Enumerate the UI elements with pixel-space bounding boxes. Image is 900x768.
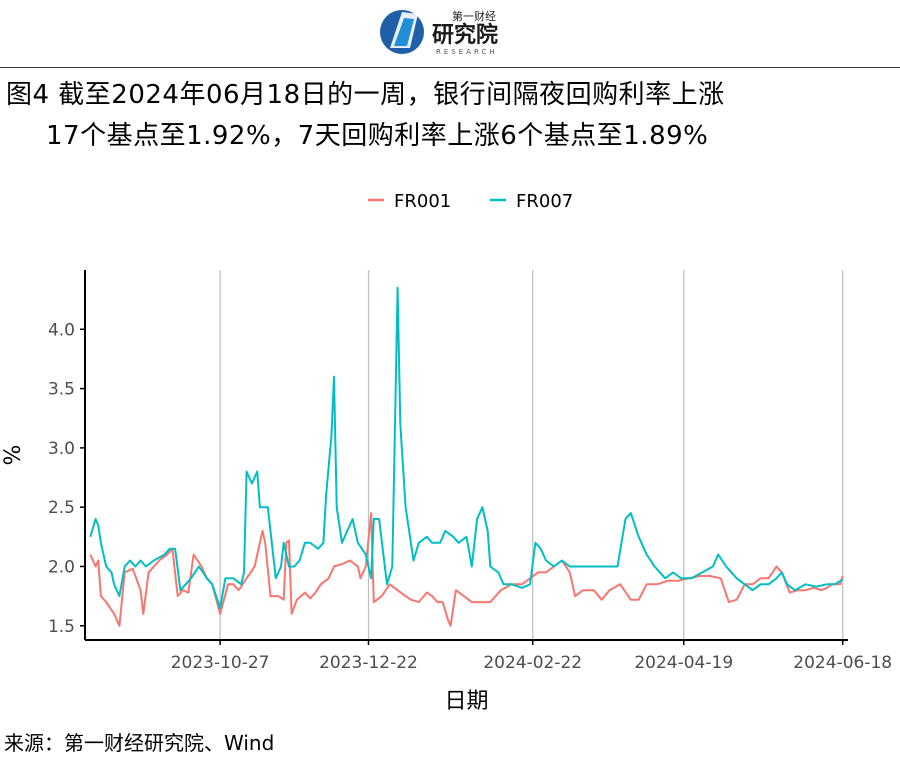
source-note: 来源：第一财经研究院、Wind (4, 731, 275, 755)
repo-rate-line-chart: 1.5 2.0 2.5 3.0 3.5 4.0 2023-10-27 2023-12-22 20… (1, 191, 892, 714)
y-axis-title: % (1, 445, 26, 466)
legend: FR001 FR007 (368, 191, 573, 212)
legend-label-fr001: FR001 (394, 191, 451, 212)
logo-brand-small: 第一财经 (452, 9, 496, 23)
figure-title-line-1: 图4 截至2024年06月18日的一周，银行间隔夜回购利率上涨 (6, 80, 725, 110)
x-tick-label-2: 2024-02-22 (483, 653, 582, 673)
y-tick-label-0: 1.5 (48, 617, 75, 637)
logo-sub: RESEARCH (436, 48, 498, 56)
legend-label-fr007: FR007 (516, 191, 573, 212)
x-tick-label-1: 2023-12-22 (319, 653, 418, 673)
research-institute-logo: 第一财经 研究院 RESEARCH (380, 4, 530, 60)
x-tick-label-4: 2024-06-18 (793, 653, 892, 673)
y-tick-label-1: 2.0 (48, 557, 75, 577)
figure-title-line-2: 17个基点至1.92%，7天回购利率上涨6个基点至1.89% (46, 121, 709, 151)
x-tick-label-0: 2023-10-27 (171, 653, 270, 673)
series-line-fr007 (89, 286, 844, 609)
y-tick-label-4: 3.5 (48, 380, 75, 400)
logo-brand-large: 研究院 (432, 22, 498, 48)
x-tick-label-3: 2024-04-19 (634, 653, 733, 673)
y-tick-label-2: 2.5 (48, 498, 75, 518)
series-line-fr001 (89, 512, 844, 627)
y-tick-label-5: 4.0 (48, 320, 75, 340)
x-axis-title: 日期 (444, 689, 488, 714)
y-tick-label-3: 3.0 (48, 439, 75, 459)
header-divider (0, 67, 900, 68)
